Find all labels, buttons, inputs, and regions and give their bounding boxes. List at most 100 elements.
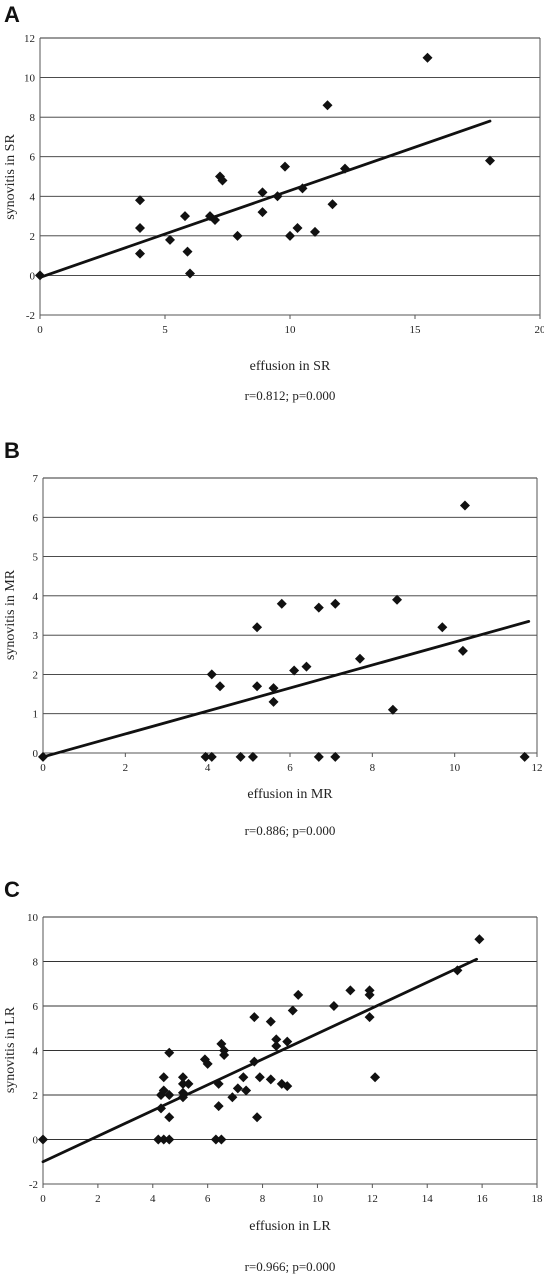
panel-a-ytick-3: 4 xyxy=(30,191,36,203)
panel-a-trendline xyxy=(38,119,492,279)
panel-c-point-36 xyxy=(271,1041,282,1052)
panel-c-point-6 xyxy=(158,1134,169,1145)
panel-b-point-24 xyxy=(519,751,530,762)
panel-a-point-13 xyxy=(257,187,268,198)
panel-c-ytick-3: 4 xyxy=(33,1046,39,1058)
panel-b-point-22 xyxy=(457,645,468,656)
panel-c-point-46 xyxy=(364,1012,375,1023)
panel-c-xlabel: effusion in LR xyxy=(249,1219,331,1234)
panel-c-xtick-4: 8 xyxy=(260,1193,266,1205)
panel-a-point-7 xyxy=(185,268,195,279)
panel-b-xtick-6: 12 xyxy=(532,762,543,774)
panel-a-ytick-5: 8 xyxy=(30,112,36,124)
panel-c-ytick-1: 0 xyxy=(33,1135,39,1147)
panel-a-point-17 xyxy=(285,230,295,241)
panel-a-stat: r=0.812; p=0.000 xyxy=(245,388,336,403)
panel-c-point-19 xyxy=(213,1101,224,1112)
panel-b-point-0 xyxy=(38,751,48,762)
panel-c-xtick-3: 6 xyxy=(205,1193,211,1205)
panel-c-xtick-9: 18 xyxy=(532,1193,544,1205)
panel-c-point-49 xyxy=(474,934,485,945)
panel-c-point-43 xyxy=(345,985,356,996)
panel-b-point-4 xyxy=(215,681,226,692)
panel-b-xtick-5: 10 xyxy=(449,762,461,774)
panel-b-point-9 xyxy=(268,696,279,707)
panel-b-point-7 xyxy=(252,622,263,633)
panel-a-point-18 xyxy=(292,222,303,233)
panel-b-ytick-4: 4 xyxy=(33,591,39,603)
panel-c-point-22 xyxy=(216,1134,227,1145)
panel-b-ytick-0: 0 xyxy=(33,748,39,760)
panel-b-ytick-3: 3 xyxy=(33,630,39,642)
panel-c-point-15 xyxy=(183,1078,194,1089)
panel-b-ylabel: synovitis in MR xyxy=(3,569,18,660)
panel-b-xlabel: effusion in MR xyxy=(247,787,333,802)
panel-c-point-33 xyxy=(265,1074,276,1085)
panel-a-xtick-4: 20 xyxy=(535,324,544,336)
panel-c-xtick-8: 16 xyxy=(477,1193,489,1205)
panel-c-letter: C xyxy=(4,877,20,902)
panel-a-ytick-1: 0 xyxy=(30,270,36,282)
panel-c-point-35 xyxy=(271,1034,282,1045)
panel-c-point-20 xyxy=(213,1078,224,1089)
panel-b-xtick-4: 8 xyxy=(370,762,376,774)
panel-b-ytick-5: 5 xyxy=(33,552,39,564)
panel-b-point-1 xyxy=(200,751,211,762)
panel-c-point-1 xyxy=(153,1134,164,1145)
panel-a-xtick-0: 0 xyxy=(37,324,43,336)
panel-c-point-18 xyxy=(210,1134,221,1145)
panel-c-xtick-2: 4 xyxy=(150,1193,156,1205)
panel-c-point-3 xyxy=(156,1103,167,1114)
panel-a-point-4 xyxy=(165,234,175,245)
panel-c-point-8 xyxy=(164,1090,175,1100)
panel-c-point-0 xyxy=(38,1134,48,1145)
panel-c-point-10 xyxy=(164,1134,175,1145)
panel-b-point-14 xyxy=(313,602,324,613)
panel-b-ytick-2: 2 xyxy=(33,669,39,681)
panel-a-point-14 xyxy=(257,207,268,218)
panel-b-point-23 xyxy=(459,500,470,511)
panel-c-point-45 xyxy=(364,985,375,996)
panel-b-point-19 xyxy=(387,704,398,715)
panel-c-xtick-1: 2 xyxy=(95,1193,101,1205)
panel-a-point-5 xyxy=(180,211,190,222)
panel-b-point-10 xyxy=(268,683,279,694)
panel-c-ytick-2: 2 xyxy=(33,1090,39,1102)
panel-b-point-5 xyxy=(235,751,246,762)
panel-b-point-21 xyxy=(437,622,448,633)
panel-c-point-32 xyxy=(254,1072,265,1083)
panel-c-point-34 xyxy=(265,1016,276,1027)
panel-c-xtick-5: 10 xyxy=(312,1193,324,1205)
panel-a-point-22 xyxy=(327,199,338,210)
panel-a-ytick-0: -2 xyxy=(26,310,35,322)
panel-c-point-11 xyxy=(177,1072,188,1083)
panel-a-point-12 xyxy=(232,230,243,241)
panel-c-xtick-6: 12 xyxy=(367,1193,378,1205)
panel-c-ytick-4: 6 xyxy=(33,1001,39,1013)
panel-b-letter: B xyxy=(4,438,20,463)
panel-a-ytick-2: 2 xyxy=(30,231,36,243)
panel-b-point-15 xyxy=(313,751,324,762)
panel-b-point-2 xyxy=(206,751,217,762)
panel-a-point-1 xyxy=(135,195,145,206)
panel-c-point-25 xyxy=(227,1092,238,1103)
panel-a-point-23 xyxy=(340,163,350,174)
panel-a-point-3 xyxy=(135,248,145,259)
panel-c-point-41 xyxy=(293,989,304,1000)
panel-a-letter: A xyxy=(4,2,20,27)
panel-b-xtick-2: 4 xyxy=(205,762,211,774)
panel-c-ytick-0: -2 xyxy=(29,1179,38,1191)
panel-b-point-13 xyxy=(301,661,312,672)
panel-a-point-15 xyxy=(272,191,283,202)
panel-b-point-11 xyxy=(276,598,287,609)
panel-c-point-12 xyxy=(177,1078,188,1089)
panel-a-point-9 xyxy=(210,215,220,226)
panel-c-point-48 xyxy=(452,965,463,976)
panel-a-point-2 xyxy=(135,222,145,233)
panel-c-point-30 xyxy=(249,1012,260,1023)
panel-c-point-26 xyxy=(232,1083,243,1094)
panel-a-ytick-6: 10 xyxy=(24,73,36,85)
panel-b-stat: r=0.886; p=0.000 xyxy=(245,823,336,838)
panel-c-point-5 xyxy=(158,1072,169,1083)
